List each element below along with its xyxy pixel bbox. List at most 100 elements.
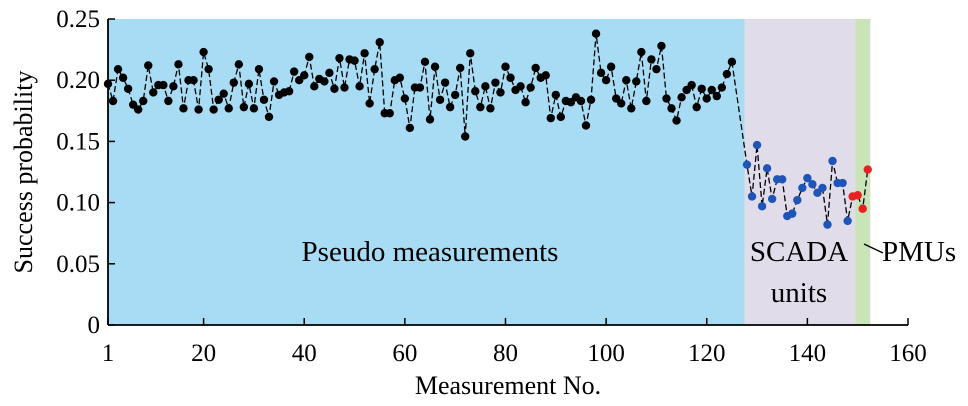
x-tick-label-3: 60 [392,340,417,367]
axes [107,18,909,326]
data-point-series0-94 [576,96,586,106]
data-point-series0-2 [113,64,123,74]
data-point-series0-120 [707,85,716,95]
data-point-series0-124 [727,57,737,67]
x-axis-label: Measurement No. [415,371,601,400]
data-point-series0-82 [516,82,525,91]
series-lines [107,33,869,225]
data-point-series0-103 [622,76,631,85]
data-point-series0-20 [204,64,213,74]
data-point-series0-97 [591,29,601,38]
data-point-series0-72 [466,49,475,58]
data-point-series1-144 [838,178,847,188]
data-point-series0-36 [284,87,294,96]
data-point-series0-116 [687,80,696,90]
data-point-series0-8 [144,61,153,70]
data-point-series0-111 [662,94,671,103]
data-point-series0-28 [244,79,254,89]
x-tick-label-6: 120 [688,340,726,367]
region-label-pmus: PMUs [882,236,956,268]
data-point-series0-37 [289,67,299,76]
data-point-series0-32 [264,112,274,122]
data-point-series0-113 [672,116,681,125]
data-point-series1-137 [803,173,812,183]
data-point-series0-25 [229,78,238,87]
data-point-series0-53 [370,64,379,74]
y-tick-label-1: 0.05 [56,251,100,278]
data-point-series0-50 [355,82,364,91]
data-point-series0-59 [400,94,410,103]
region-label-scada-line2: units [771,277,827,309]
data-point-series1-135 [793,195,802,205]
data-point-series0-49 [350,56,359,65]
region-label-pseudo: Pseudo measurements [302,236,559,268]
x-tick-label-8: 160 [889,340,927,367]
data-point-series0-104 [627,104,636,113]
region-labels: Pseudo measurements SCADA units PMUs [302,236,957,309]
data-point-series0-69 [450,90,460,100]
data-point-series0-100 [606,62,616,71]
data-point-series0-43 [320,77,329,86]
measurement-type-regions [108,19,871,325]
data-point-series0-15 [179,104,188,113]
data-point-series0-46 [335,53,344,63]
data-point-series0-3 [118,73,128,82]
data-point-series2-149 [863,165,872,174]
data-point-series0-41 [310,82,319,91]
data-point-series0-79 [501,62,510,71]
data-point-series0-6 [133,105,143,114]
data-point-series0-58 [395,73,405,82]
data-point-series0-123 [722,69,732,79]
data-point-series1-132 [778,175,787,184]
data-point-series0-73 [471,87,480,96]
data-point-series0-122 [717,83,727,92]
data-point-series0-90 [556,112,566,122]
data-point-series0-47 [340,83,349,92]
data-point-series0-105 [632,77,641,86]
data-point-series0-109 [652,64,661,74]
data-point-series0-63 [420,57,430,67]
data-point-series0-33 [269,77,279,86]
data-point-series0-114 [677,93,686,102]
data-point-series0-40 [305,52,314,62]
series-points [103,29,872,229]
x-tick-label-1: 20 [191,340,216,367]
data-point-series1-125 [742,160,752,169]
data-point-series1-140 [818,183,827,193]
data-point-series0-68 [445,102,455,112]
data-point-series1-142 [828,156,837,166]
data-point-series0-65 [430,62,440,71]
y-axis-label: Success probability [9,71,38,274]
data-point-series0-67 [440,78,450,87]
data-point-series0-88 [546,113,555,123]
region-label-scada-line1: SCADA [750,236,848,268]
data-point-series0-102 [617,99,626,108]
data-point-series0-44 [325,68,334,78]
data-point-series0-1 [108,96,118,106]
y-tick-label-0: 0 [88,312,101,339]
data-point-series0-85 [531,63,540,73]
data-point-series0-19 [199,47,208,57]
x-tick-label-0: 1 [102,340,115,367]
data-point-series0-51 [360,49,369,58]
data-point-series0-14 [174,60,183,69]
x-tick-label-7: 140 [789,340,827,367]
data-point-series0-30 [254,64,264,74]
data-point-series0-96 [586,95,596,104]
y-tick-label-3: 0.15 [56,128,100,155]
data-point-series0-78 [496,88,505,97]
data-point-series0-56 [385,109,394,118]
data-point-series1-130 [767,194,777,204]
data-point-series1-134 [788,209,797,218]
data-point-series0-18 [194,105,203,114]
data-point-series0-98 [596,68,606,78]
data-point-series0-11 [159,80,168,90]
data-point-series0-45 [330,84,339,93]
data-point-series0-83 [521,98,530,107]
data-point-series0-74 [476,102,485,112]
data-point-series0-110 [657,41,666,51]
data-point-series0-77 [491,78,500,87]
data-point-series0-87 [541,71,550,80]
data-point-series0-118 [697,84,706,93]
